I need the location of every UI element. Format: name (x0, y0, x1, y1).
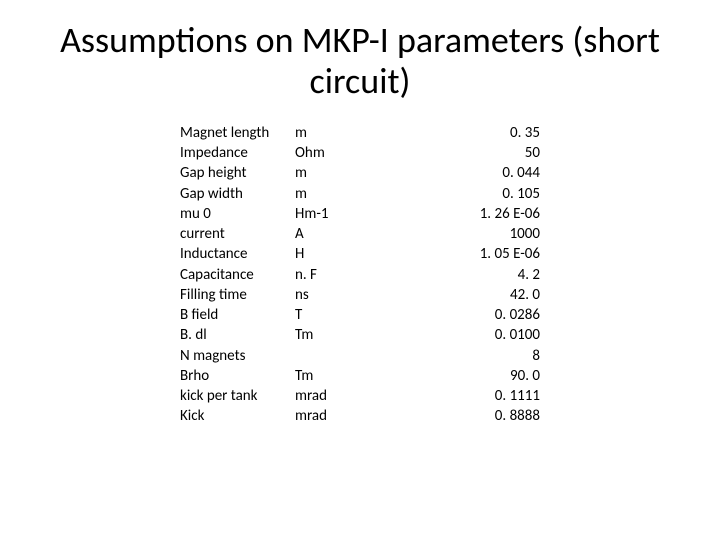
param-unit: Ohm (295, 143, 385, 163)
table-row: Magnet length m 0. 35 (180, 123, 560, 143)
table-row: Capacitance n. F 4. 2 (180, 265, 560, 285)
table-row: Brho Tm 90. 0 (180, 366, 560, 386)
parameter-table: Magnet length m 0. 35 Impedance Ohm 50 G… (160, 123, 560, 427)
param-unit: Hm-1 (295, 204, 385, 224)
param-name: Gap width (180, 184, 295, 204)
param-value: 0. 8888 (385, 406, 540, 426)
param-value: 42. 0 (385, 285, 540, 305)
param-name: Filling time (180, 285, 295, 305)
param-name: Gap height (180, 163, 295, 183)
slide-container: Assumptions on MKP-I parameters (short c… (0, 0, 720, 540)
param-value: 0. 0286 (385, 305, 540, 325)
param-name: Capacitance (180, 265, 295, 285)
table-row: mu 0 Hm-1 1. 26 E-06 (180, 204, 560, 224)
param-name: Inductance (180, 244, 295, 264)
param-value: 0. 044 (385, 163, 540, 183)
table-row: Impedance Ohm 50 (180, 143, 560, 163)
param-unit: A (295, 224, 385, 244)
param-value: 50 (385, 143, 540, 163)
param-name: Impedance (180, 143, 295, 163)
table-row: N magnets 8 (180, 346, 560, 366)
param-name: Brho (180, 366, 295, 386)
param-unit: Tm (295, 366, 385, 386)
param-value: 0. 1111 (385, 386, 540, 406)
param-name: N magnets (180, 346, 295, 366)
table-row: B. dl Tm 0. 0100 (180, 325, 560, 345)
param-value: 0. 105 (385, 184, 540, 204)
param-unit: Tm (295, 325, 385, 345)
table-row: current A 1000 (180, 224, 560, 244)
param-value: 8 (385, 346, 540, 366)
param-value: 1000 (385, 224, 540, 244)
param-name: mu 0 (180, 204, 295, 224)
param-value: 0. 0100 (385, 325, 540, 345)
param-name: B. dl (180, 325, 295, 345)
table-row: B field T 0. 0286 (180, 305, 560, 325)
param-unit: mrad (295, 386, 385, 406)
param-value: 0. 35 (385, 123, 540, 143)
slide-title: Assumptions on MKP-I parameters (short c… (40, 20, 680, 103)
param-unit: m (295, 184, 385, 204)
param-value: 1. 26 E-06 (385, 204, 540, 224)
param-name: B field (180, 305, 295, 325)
param-unit: ns (295, 285, 385, 305)
param-name: Magnet length (180, 123, 295, 143)
param-unit: T (295, 305, 385, 325)
param-unit: m (295, 163, 385, 183)
table-row: Inductance H 1. 05 E-06 (180, 244, 560, 264)
param-unit (295, 346, 385, 366)
param-unit: H (295, 244, 385, 264)
param-unit: n. F (295, 265, 385, 285)
table-row: Filling time ns 42. 0 (180, 285, 560, 305)
param-value: 90. 0 (385, 366, 540, 386)
table-row: kick per tank mrad 0. 1111 (180, 386, 560, 406)
table-row: Gap width m 0. 105 (180, 184, 560, 204)
param-unit: m (295, 123, 385, 143)
table-row: Kick mrad 0. 8888 (180, 406, 560, 426)
param-value: 4. 2 (385, 265, 540, 285)
param-name: current (180, 224, 295, 244)
param-unit: mrad (295, 406, 385, 426)
param-name: Kick (180, 406, 295, 426)
table-row: Gap height m 0. 044 (180, 163, 560, 183)
param-name: kick per tank (180, 386, 295, 406)
param-value: 1. 05 E-06 (385, 244, 540, 264)
